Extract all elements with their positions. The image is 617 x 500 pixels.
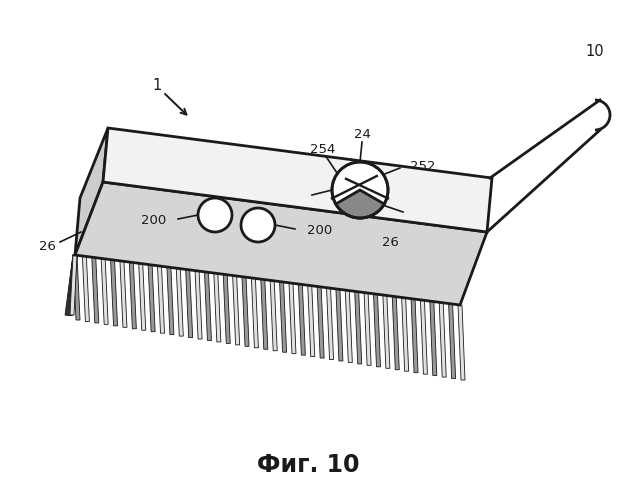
Polygon shape [289,283,296,354]
Polygon shape [355,292,362,364]
Polygon shape [280,282,286,352]
Polygon shape [317,286,324,358]
Polygon shape [402,298,408,371]
Polygon shape [299,284,305,355]
Text: 10: 10 [586,44,604,60]
Text: 254: 254 [310,144,335,156]
Text: 200: 200 [307,224,332,237]
Text: Фиг. 10: Фиг. 10 [257,453,359,477]
Text: 26: 26 [381,236,399,248]
Polygon shape [383,295,390,368]
Text: 200: 200 [141,214,166,228]
Polygon shape [233,276,239,345]
Polygon shape [204,272,212,340]
Polygon shape [67,255,77,315]
Text: 250: 250 [275,192,300,204]
Polygon shape [242,277,249,346]
Polygon shape [68,255,77,315]
Text: 252: 252 [410,160,436,172]
Polygon shape [66,255,77,315]
Text: 24: 24 [354,128,370,140]
Polygon shape [308,286,315,356]
Wedge shape [336,190,384,218]
Polygon shape [392,296,399,370]
Text: 26: 26 [38,240,56,254]
Polygon shape [270,280,277,350]
Polygon shape [195,271,202,339]
Polygon shape [176,268,183,336]
Polygon shape [167,267,174,334]
Polygon shape [223,274,230,344]
Polygon shape [411,299,418,372]
Polygon shape [120,261,127,328]
Polygon shape [69,255,77,315]
Polygon shape [430,302,437,376]
Polygon shape [420,300,428,374]
Polygon shape [439,302,446,377]
Polygon shape [214,274,221,342]
Polygon shape [75,128,108,255]
Polygon shape [65,255,77,315]
Polygon shape [186,270,193,338]
Polygon shape [346,290,352,362]
Polygon shape [130,262,136,329]
Polygon shape [83,256,89,322]
Polygon shape [101,258,108,324]
Polygon shape [67,255,77,315]
Polygon shape [449,304,455,378]
Polygon shape [68,255,77,315]
Polygon shape [73,255,80,320]
Polygon shape [336,289,343,361]
Polygon shape [92,258,99,323]
Circle shape [332,162,388,218]
Polygon shape [326,288,334,360]
Polygon shape [148,265,155,332]
Polygon shape [103,128,492,232]
Polygon shape [75,182,487,305]
Text: 255: 255 [408,210,434,222]
Polygon shape [70,255,77,315]
Polygon shape [139,264,146,330]
Polygon shape [364,293,371,366]
Circle shape [241,208,275,242]
Polygon shape [373,294,381,367]
Polygon shape [157,266,165,333]
Polygon shape [251,278,259,348]
Polygon shape [261,280,268,349]
Polygon shape [110,260,118,326]
Circle shape [198,198,232,232]
Polygon shape [458,305,465,380]
Text: 1: 1 [152,78,162,92]
